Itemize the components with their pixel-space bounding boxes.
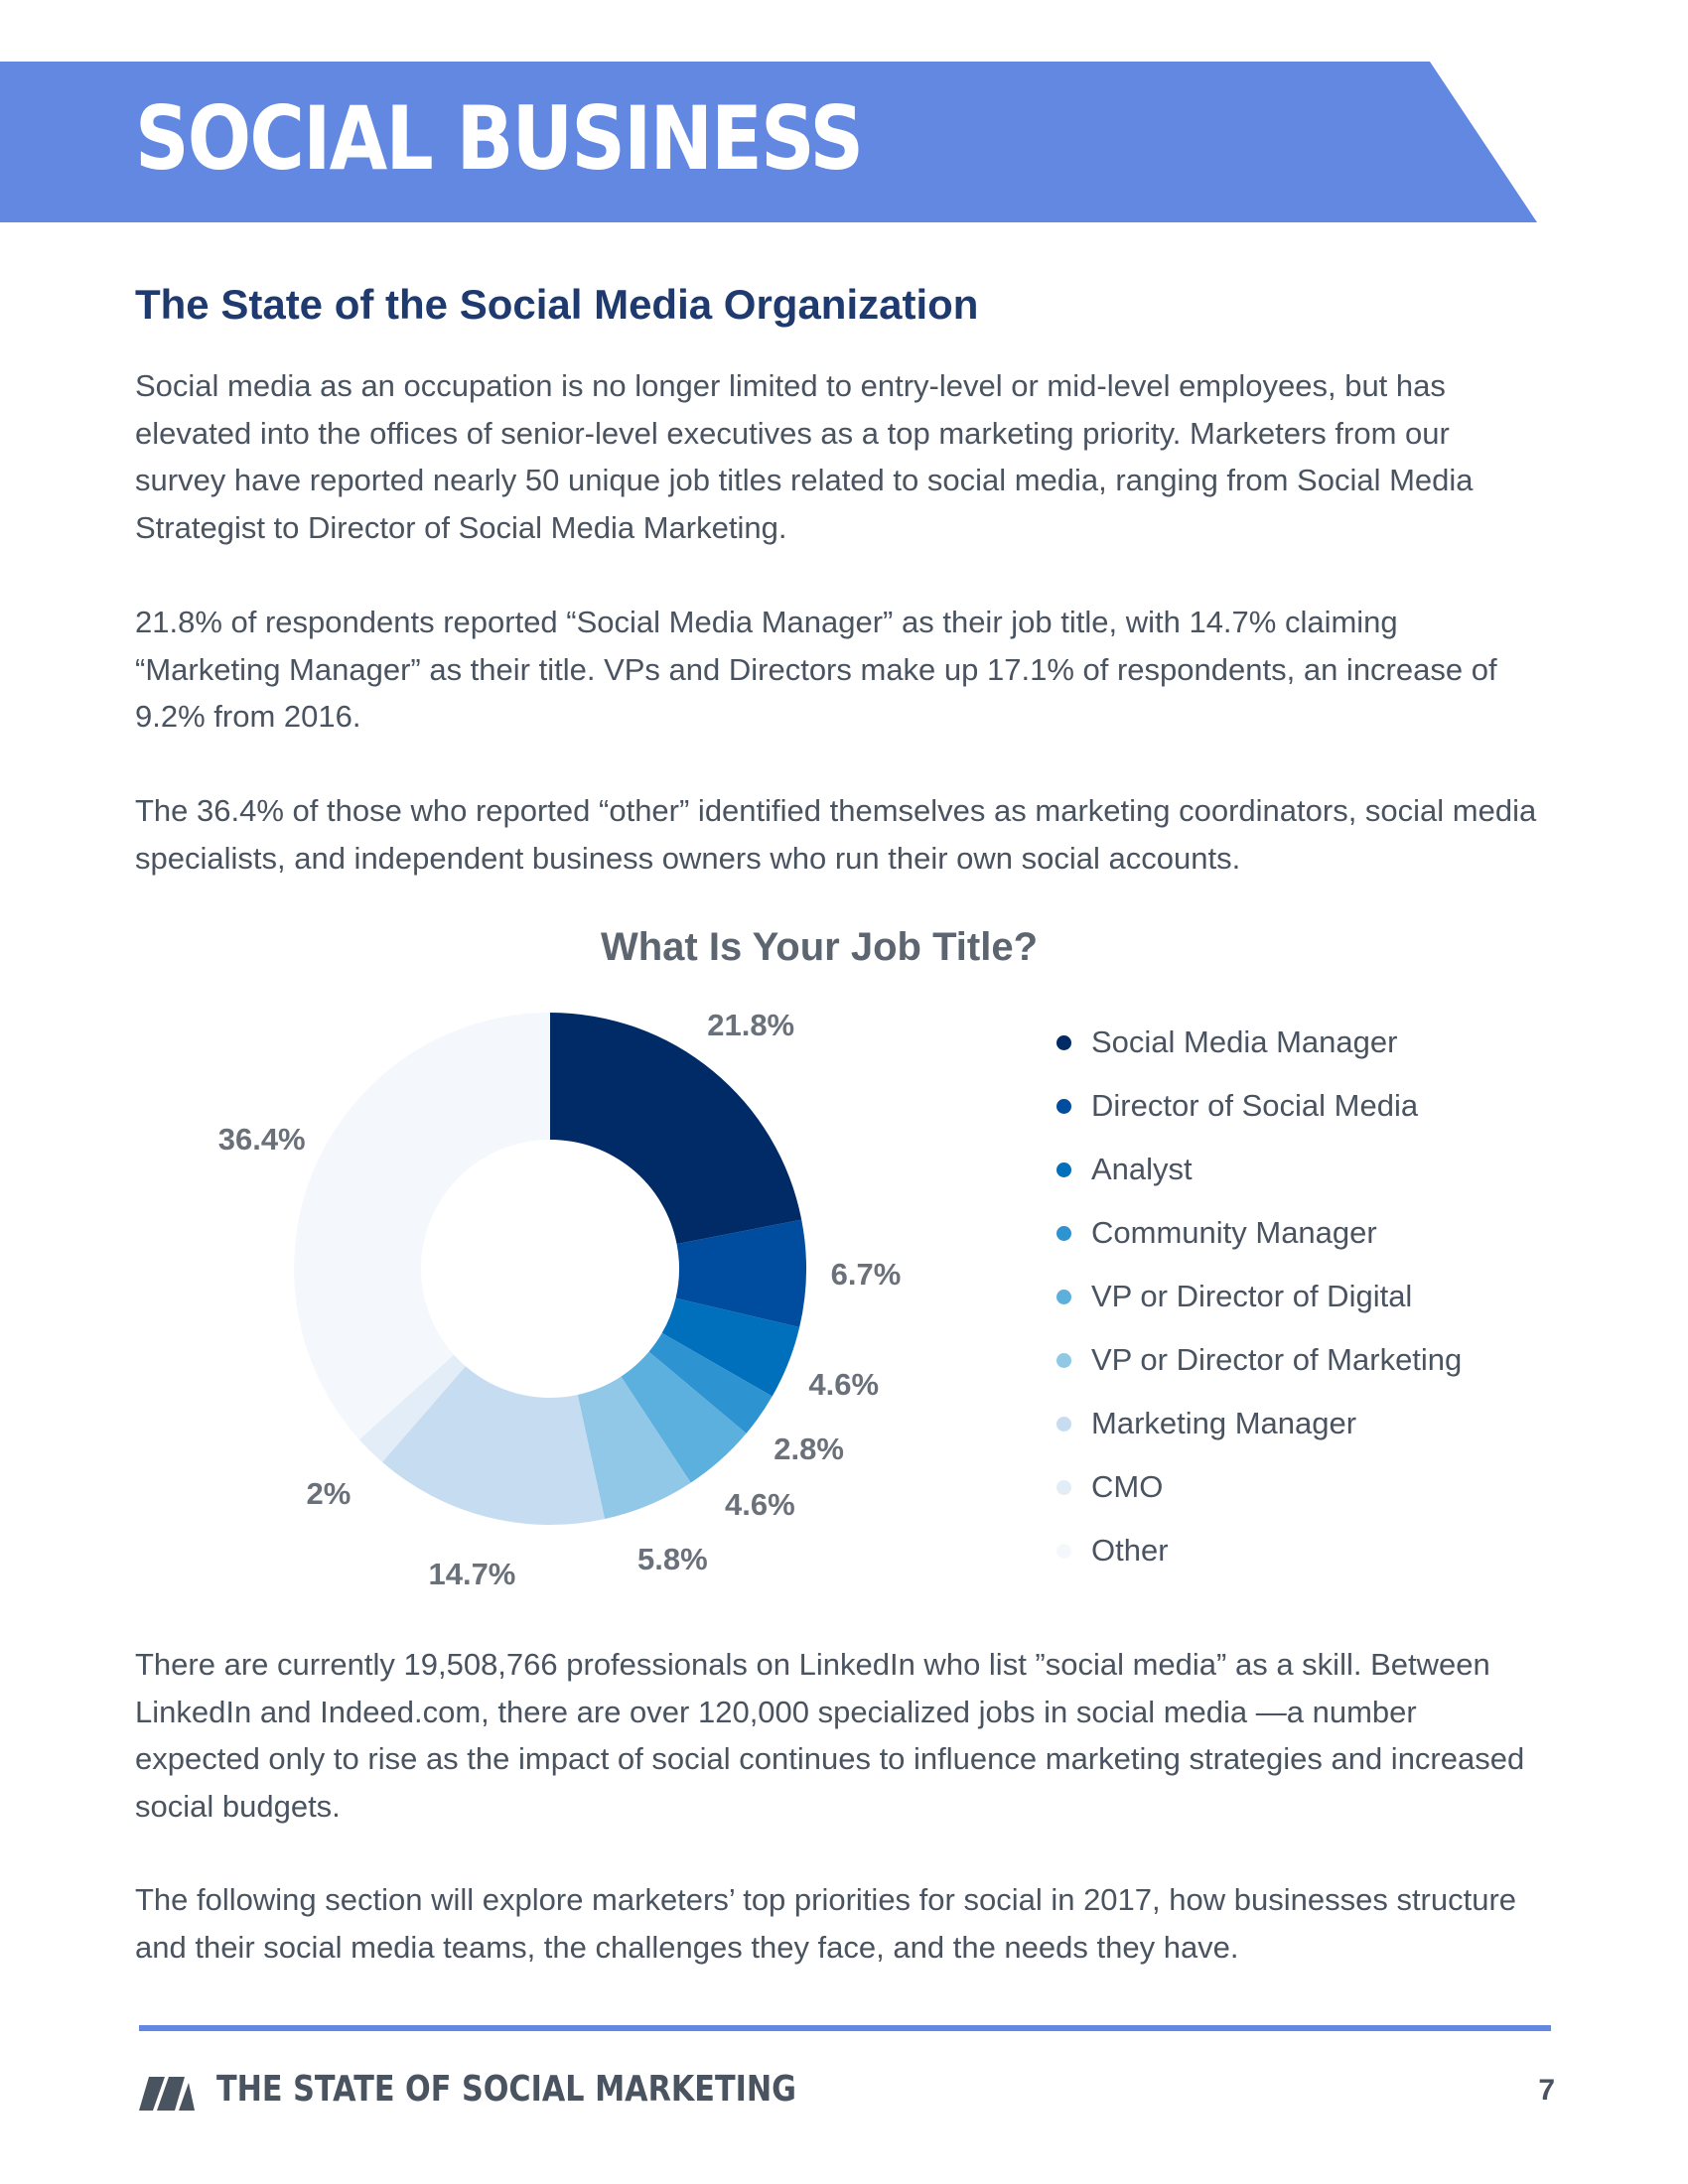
legend-item-marketing-manager: Marketing Manager	[1056, 1392, 1462, 1455]
legend-label: Analyst	[1091, 1152, 1193, 1186]
slice-other	[294, 1013, 550, 1440]
legend-dot-icon	[1056, 1416, 1071, 1432]
legend-dot-icon	[1056, 1225, 1071, 1241]
slice-vp-or-director-of-marketing	[577, 1376, 691, 1520]
legend-label: Social Media Manager	[1091, 1024, 1398, 1059]
section-heading: The State of the Social Media Organizati…	[135, 281, 979, 328]
legend-label: Director of Social Media	[1091, 1088, 1419, 1123]
slice-label-cmo: 2%	[306, 1475, 352, 1511]
slice-label-social-media-manager: 21.8%	[707, 1007, 795, 1042]
legend-item-community-manager: Community Manager	[1056, 1201, 1462, 1265]
legend-item-cmo: CMO	[1056, 1455, 1462, 1519]
slice-label-other: 36.4%	[217, 1122, 306, 1158]
legend-label: VP or Director of Digital	[1091, 1279, 1413, 1313]
slice-community-manager	[648, 1332, 773, 1433]
linkedin-paragraph: There are currently 19,508,766 professio…	[135, 1647, 1525, 1824]
closing-paragraph: The following section will explore marke…	[135, 1882, 1517, 1965]
legend-dot-icon	[1056, 1098, 1071, 1114]
legend-dot-icon	[1056, 1034, 1071, 1050]
footer-rule	[139, 2025, 1551, 2031]
legend-item-director-of-social-media: Director of Social Media	[1056, 1074, 1462, 1138]
slice-label-vp-or-director-of-marketing: 5.8%	[636, 1542, 708, 1577]
slice-analyst	[661, 1297, 800, 1397]
intro-paragraph: Social media as an occupation is no long…	[135, 368, 1474, 545]
slice-director-of-social-media	[675, 1219, 806, 1327]
slice-label-community-manager: 2.8%	[774, 1432, 844, 1467]
brand-logo-icon	[139, 2077, 195, 2111]
legend-label: VP or Director of Marketing	[1091, 1342, 1463, 1377]
legend-item-vp-or-director-of-marketing: VP or Director of Marketing	[1056, 1328, 1462, 1392]
slice-label-marketing-manager: 14.7%	[428, 1557, 516, 1592]
legend-dot-icon	[1056, 1479, 1071, 1495]
legend-item-analyst: Analyst	[1056, 1138, 1462, 1201]
slice-vp-or-director-of-digital	[621, 1351, 747, 1483]
footer-title: THE STATE OF SOCIAL MARKETING	[216, 2069, 796, 2110]
other-paragraph: The 36.4% of those who reported “other” …	[135, 793, 1537, 876]
slice-social-media-manager	[550, 1013, 802, 1245]
slice-label-director-of-social-media: 6.7%	[830, 1257, 902, 1293]
legend-item-other: Other	[1056, 1519, 1462, 1582]
legend-dot-icon	[1056, 1289, 1071, 1304]
legend-label: Community Manager	[1091, 1215, 1377, 1250]
page-number: 7	[1538, 2074, 1555, 2107]
banner-title: SOCIAL BUSINESS	[135, 87, 864, 190]
legend-label: CMO	[1091, 1469, 1164, 1504]
legend-dot-icon	[1056, 1352, 1071, 1368]
slice-label-vp-or-director-of-digital: 4.6%	[724, 1486, 795, 1522]
legend-label: Marketing Manager	[1091, 1406, 1357, 1440]
banner-shape	[0, 62, 1537, 222]
legend-dot-icon	[1056, 1543, 1071, 1559]
chart-title: What Is Your Job Title?	[600, 925, 1039, 969]
slice-label-analyst: 4.6%	[808, 1366, 880, 1402]
slice-cmo	[358, 1354, 466, 1462]
stats-paragraph: 21.8% of respondents reported “Social Me…	[135, 605, 1497, 734]
slice-marketing-manager	[381, 1366, 606, 1525]
legend-dot-icon	[1056, 1161, 1071, 1177]
header-banner: SOCIAL BUSINESS	[0, 62, 1537, 222]
chart-legend: Social Media Manager Director of Social M…	[1056, 1011, 1462, 1582]
legend-item-vp-or-director-of-digital: VP or Director of Digital	[1056, 1265, 1462, 1328]
legend-item-social-media-manager: Social Media Manager	[1056, 1011, 1462, 1074]
legend-label: Other	[1091, 1533, 1169, 1568]
